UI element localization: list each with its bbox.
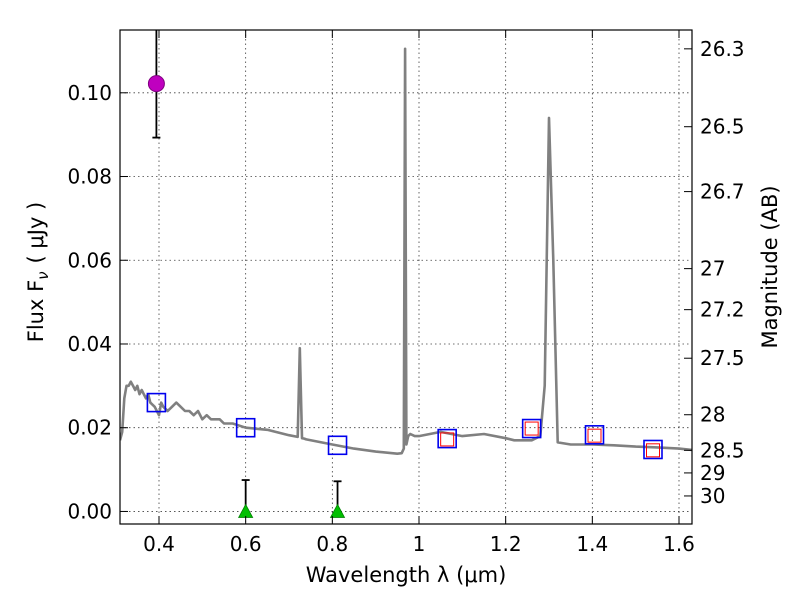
y-tick-label: 0.08 (67, 165, 112, 189)
x-tick-label: 1.4 (576, 532, 608, 556)
y-tick-label: 0.02 (67, 416, 112, 440)
y-axis-title-main: Flux F (24, 280, 48, 342)
y-axis-title: Flux Fν ( μJy ) (24, 202, 52, 343)
y2-tick-label: 29 (700, 461, 725, 485)
photometry-square (584, 425, 605, 445)
y2-tick-label: 30 (700, 484, 725, 508)
y2-tick-label: 27 (700, 257, 725, 281)
sed-model-line (120, 47, 692, 456)
photometry-square (521, 418, 542, 439)
x-axis-title: Wavelength λ (μm) (306, 563, 507, 587)
upper-limit-triangle (329, 503, 346, 518)
x-tick-label: 0.6 (230, 532, 262, 556)
y2-tick-label: 28.5 (700, 438, 745, 462)
y2-tick-label: 28 (700, 403, 725, 427)
x-tick-label: 1.2 (490, 532, 522, 556)
sed-model-layer (120, 47, 692, 456)
y2-tick-label: 26.7 (700, 180, 745, 204)
y-tick-label: 0.04 (67, 332, 112, 356)
y2-tick-label: 27.2 (700, 298, 745, 322)
detection-point (147, 75, 165, 93)
photometry-square (646, 443, 660, 458)
photometry-square (437, 428, 457, 449)
y-tick-label: 0.10 (67, 81, 112, 105)
y2-tick-label: 27.5 (700, 346, 745, 370)
photometry-layer (146, 30, 663, 518)
svg-text:Flux Fν( μJy ): Flux Fν ( μJy ) (24, 202, 52, 343)
plot-frame (119, 29, 693, 525)
grid (120, 30, 692, 524)
x-tick-label: 0.4 (143, 532, 175, 556)
photometry-square (235, 417, 256, 438)
photometry-square (643, 439, 663, 460)
upper-limit-triangle (237, 503, 254, 518)
y-axis-title-subscript: ν (34, 271, 52, 279)
x-tick-label: 0.8 (316, 532, 348, 556)
axis-ticks: 0.4 0.6 0.8 1 1.2 1.4 1.6 0.00 0.02 0.04 0.06 0.08 0… (67, 30, 745, 556)
x-tick-label: 1 (413, 532, 426, 556)
y2-axis-title: Magnitude (AB) (758, 185, 782, 348)
x-tick-label: 1.6 (663, 532, 695, 556)
y2-tick-label: 26.3 (700, 37, 745, 61)
y2-tick-label: 26.5 (700, 115, 745, 139)
y-axis-title-units: ( μJy ) (24, 202, 48, 264)
photometry-square (524, 421, 539, 436)
photometry-square (146, 392, 167, 413)
y-tick-label: 0.06 (67, 248, 112, 272)
photometry-square (440, 432, 455, 447)
photometry-square (327, 435, 348, 456)
photometry-square (587, 428, 602, 443)
y-tick-label: 0.00 (67, 499, 112, 523)
